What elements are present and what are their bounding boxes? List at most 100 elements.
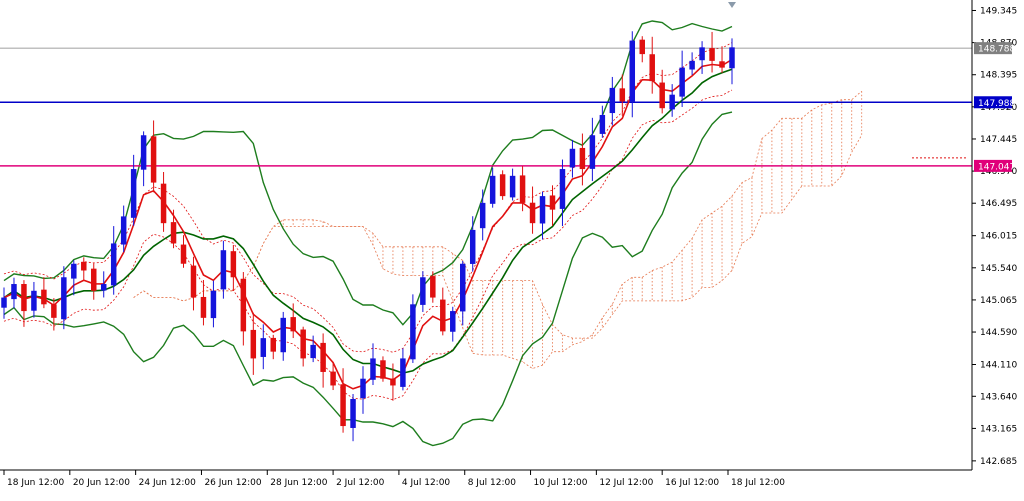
candle bbox=[659, 69, 665, 114]
x-tick-label: 8 Jul 12:00 bbox=[468, 478, 517, 488]
candle-body bbox=[629, 40, 636, 102]
candle-body bbox=[569, 148, 576, 168]
candle-body bbox=[669, 94, 675, 110]
candle-body bbox=[440, 299, 446, 332]
y-tick-label: 144.110 bbox=[980, 361, 1017, 371]
candle-body bbox=[639, 39, 645, 55]
candle bbox=[1, 287, 7, 319]
candle-body bbox=[659, 82, 665, 109]
candle bbox=[270, 334, 277, 360]
candle-body bbox=[11, 284, 17, 300]
candle-body bbox=[230, 251, 237, 278]
candle bbox=[609, 76, 616, 126]
price-tag-box bbox=[974, 159, 1012, 172]
y-tick-label: 145.540 bbox=[980, 264, 1017, 274]
candle-body bbox=[100, 284, 107, 291]
candle bbox=[450, 306, 456, 342]
candle-body bbox=[450, 311, 456, 332]
x-tick-label: 10 Jul 12:00 bbox=[534, 478, 588, 488]
candle bbox=[100, 271, 107, 298]
price-tag-label: 148.788 bbox=[978, 45, 1015, 55]
candle bbox=[230, 244, 237, 292]
candle bbox=[140, 131, 147, 187]
candle-body bbox=[81, 261, 87, 271]
y-tick-label: 146.970 bbox=[980, 167, 1017, 177]
lower-envelope bbox=[3, 89, 733, 401]
candle bbox=[61, 266, 67, 330]
candle bbox=[689, 52, 695, 75]
candle bbox=[280, 311, 286, 361]
x-tick-label: 16 Jul 12:00 bbox=[665, 478, 719, 488]
candle bbox=[300, 326, 306, 367]
candle bbox=[160, 171, 167, 232]
y-tick-label: 143.165 bbox=[980, 424, 1017, 434]
candle-body bbox=[699, 47, 705, 61]
candle bbox=[380, 356, 386, 382]
candle bbox=[459, 260, 466, 326]
horizontal-levels bbox=[0, 47, 972, 167]
candle bbox=[240, 272, 247, 346]
candle-body bbox=[579, 147, 586, 170]
candle-body bbox=[1, 297, 7, 308]
x-tick-label: 28 Jun 12:00 bbox=[270, 478, 327, 488]
candle bbox=[51, 298, 57, 331]
candle-body bbox=[110, 243, 117, 286]
candle-body bbox=[220, 250, 227, 290]
price-tag-label: 147.047 bbox=[978, 162, 1015, 172]
y-tick-labels: 149.345148.870148.395147.920147.445146.9… bbox=[972, 6, 1017, 467]
candle bbox=[479, 189, 486, 241]
candle bbox=[440, 287, 446, 336]
candle-body bbox=[410, 304, 416, 360]
candle-body bbox=[380, 360, 386, 379]
y-tick-label: 146.015 bbox=[980, 232, 1017, 242]
candle bbox=[130, 154, 137, 226]
candle-body bbox=[190, 265, 197, 298]
candle-body bbox=[41, 289, 47, 305]
candle-body bbox=[420, 277, 426, 305]
y-tick-label: 147.445 bbox=[980, 135, 1017, 145]
candle bbox=[649, 36, 655, 94]
candle bbox=[579, 133, 586, 186]
candle bbox=[220, 240, 227, 299]
candle-body bbox=[290, 317, 296, 332]
candle-body bbox=[240, 278, 247, 332]
scroll-marker-icon[interactable] bbox=[728, 2, 736, 8]
slow-ma-line bbox=[3, 68, 733, 374]
x-tick-label: 12 Jul 12:00 bbox=[599, 478, 653, 488]
candles bbox=[1, 31, 735, 442]
candle bbox=[250, 312, 257, 375]
candle bbox=[400, 348, 406, 391]
candle-body bbox=[509, 175, 516, 198]
candle-body bbox=[130, 169, 137, 218]
candle bbox=[420, 271, 426, 313]
candle-body bbox=[310, 344, 316, 359]
candle bbox=[180, 235, 187, 268]
candle bbox=[539, 191, 546, 240]
candle-body bbox=[479, 202, 486, 229]
y-tick-label: 145.065 bbox=[980, 296, 1017, 306]
candle-body bbox=[61, 277, 67, 320]
candle bbox=[210, 280, 217, 328]
candle bbox=[549, 185, 556, 226]
candle bbox=[499, 170, 506, 200]
ichimoku-cloud bbox=[133, 90, 863, 370]
candle-body bbox=[150, 136, 157, 183]
x-tick-label: 2 Jul 12:00 bbox=[336, 478, 385, 488]
candle-body bbox=[91, 268, 97, 291]
candle bbox=[390, 363, 396, 401]
candle bbox=[519, 166, 526, 212]
candle bbox=[21, 280, 27, 327]
y-tick-label: 148.395 bbox=[980, 71, 1017, 81]
candle bbox=[669, 84, 675, 117]
candle-body bbox=[320, 342, 326, 372]
candle-body bbox=[21, 284, 27, 312]
candle bbox=[190, 256, 197, 311]
candle bbox=[170, 209, 177, 249]
candle-body bbox=[260, 338, 267, 357]
candle-body bbox=[679, 67, 685, 97]
candle-body bbox=[370, 358, 376, 380]
candle bbox=[120, 205, 127, 253]
candle-body bbox=[390, 378, 396, 386]
